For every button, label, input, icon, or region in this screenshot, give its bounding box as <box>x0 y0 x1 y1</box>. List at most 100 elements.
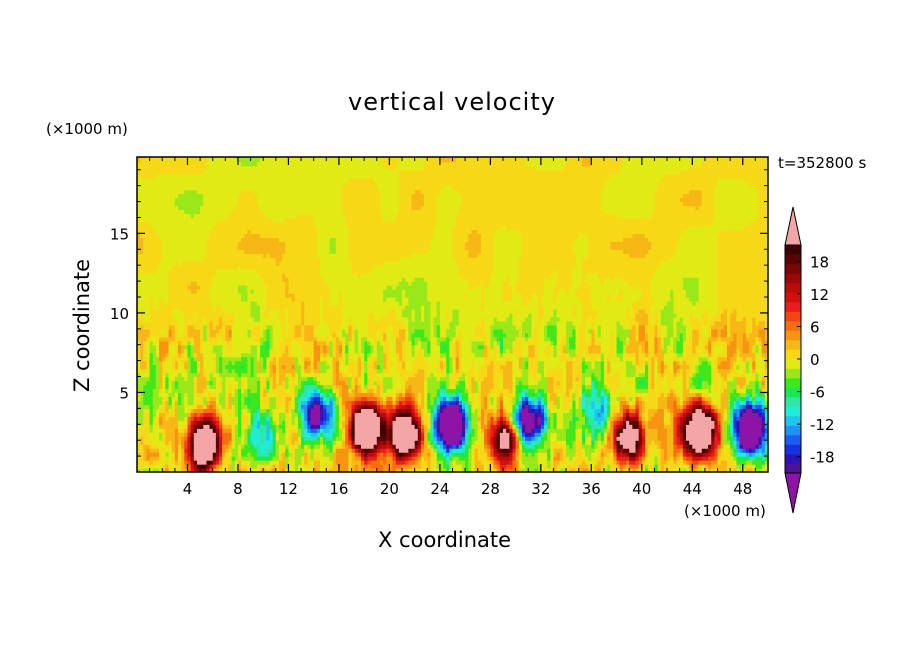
field-cell <box>379 468 384 472</box>
field-cell <box>730 432 734 437</box>
field-cell <box>512 436 517 441</box>
field-cell <box>433 452 438 457</box>
field-cell <box>386 436 390 441</box>
field-cell <box>641 440 646 445</box>
field-cell <box>641 448 646 453</box>
field-cell <box>493 444 498 449</box>
field-cell <box>518 440 523 445</box>
field-cell <box>682 468 687 472</box>
field-cell <box>714 432 719 437</box>
field-cell <box>449 456 454 461</box>
field-cell <box>430 452 435 457</box>
field-cell <box>253 448 258 453</box>
field-cell <box>143 464 148 469</box>
field-cell <box>307 440 312 445</box>
field-cell <box>222 456 226 461</box>
field-cell <box>556 468 561 472</box>
field-cell <box>471 460 476 465</box>
field-cell <box>316 452 321 457</box>
field-cell <box>667 444 671 449</box>
field-cell <box>187 432 192 437</box>
field-cell <box>531 452 536 457</box>
field-cell <box>484 468 488 472</box>
field-cell <box>291 436 296 441</box>
field-cell <box>260 452 264 457</box>
field-cell <box>528 444 532 449</box>
field-cell <box>301 432 305 437</box>
field-cell <box>231 452 236 457</box>
field-cell <box>310 464 315 469</box>
field-cell <box>720 436 725 441</box>
field-cell <box>345 444 349 449</box>
field-cell <box>670 432 674 437</box>
field-cell <box>402 432 406 437</box>
field-cell <box>354 452 359 457</box>
field-cell <box>537 448 542 453</box>
field-cell <box>159 460 163 465</box>
field-cell <box>443 460 447 465</box>
field-cell <box>515 452 520 457</box>
field-cell <box>711 444 715 449</box>
field-cell <box>679 464 684 469</box>
field-cell <box>348 460 353 465</box>
field-cell <box>301 444 305 449</box>
field-cell <box>537 452 542 457</box>
field-cell <box>685 444 690 449</box>
field-cell <box>758 468 763 472</box>
field-cell <box>654 432 659 437</box>
field-cell <box>487 452 491 457</box>
field-cell <box>477 432 482 437</box>
field-cell <box>622 436 627 441</box>
field-cell <box>174 448 179 453</box>
field-cell <box>203 432 208 437</box>
field-cell <box>711 436 715 441</box>
field-cell <box>487 432 491 437</box>
field-cell <box>335 448 340 453</box>
field-cell <box>547 432 551 437</box>
field-cell <box>629 456 633 461</box>
field-cell <box>572 452 577 457</box>
field-cell <box>291 468 296 472</box>
field-cell <box>297 444 302 449</box>
field-cell <box>553 448 558 453</box>
field-cell <box>187 444 192 449</box>
field-cell <box>632 452 637 457</box>
field-cell <box>733 436 738 441</box>
field-cell <box>212 456 217 461</box>
field-cell <box>525 448 529 453</box>
field-cell <box>364 464 368 469</box>
field-cell <box>622 444 627 449</box>
field-cell <box>386 432 390 437</box>
field-cell <box>723 464 728 469</box>
field-cell <box>439 464 444 469</box>
field-cell <box>502 444 507 449</box>
field-cell <box>323 456 327 461</box>
field-cell <box>146 440 151 445</box>
field-cell <box>575 436 580 441</box>
field-cell <box>351 452 356 457</box>
field-cell <box>149 460 154 465</box>
field-cell <box>143 444 148 449</box>
field-cell <box>673 460 678 465</box>
field-cell <box>465 444 469 449</box>
field-cell <box>364 460 368 465</box>
field-cell <box>345 440 349 445</box>
field-cell <box>206 464 211 469</box>
field-cell <box>512 448 517 453</box>
field-cell <box>493 468 498 472</box>
field-cell <box>544 468 548 472</box>
field-cell <box>610 440 614 445</box>
field-cell <box>370 448 375 453</box>
field-cell <box>632 448 637 453</box>
field-cell <box>319 460 324 465</box>
field-cell <box>143 432 148 437</box>
field-cell <box>553 440 558 445</box>
field-cell <box>313 456 318 461</box>
field-cell <box>152 460 157 465</box>
field-cell <box>518 448 523 453</box>
field-cell <box>525 456 529 461</box>
field-cell <box>651 440 656 445</box>
field-cell <box>528 440 532 445</box>
field-cell <box>367 464 372 469</box>
field-cell <box>496 452 501 457</box>
